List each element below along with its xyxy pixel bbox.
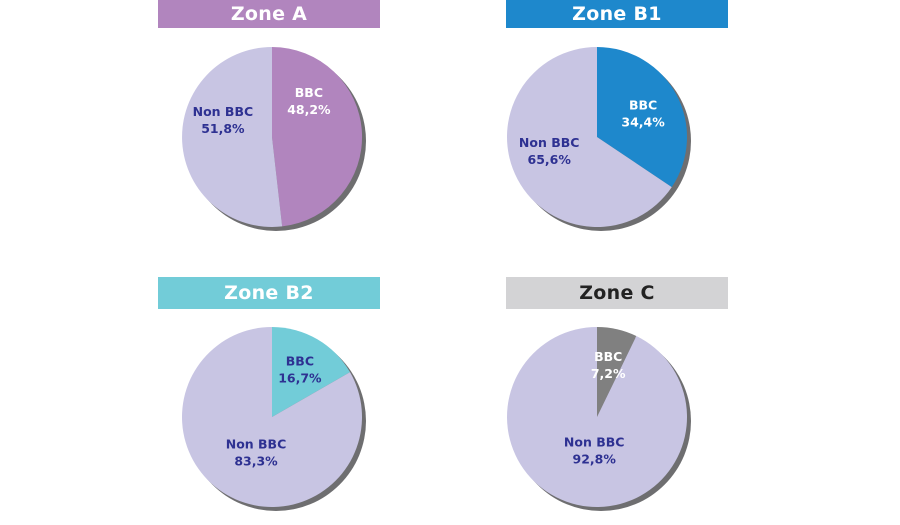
zone-b2-header: Zone B2 (158, 277, 380, 309)
zone-b1-header: Zone B1 (506, 0, 728, 28)
zone-c-label-non-bbc: Non BBC (564, 434, 625, 449)
zone-b1-slice-non-bbc (506, 47, 672, 227)
zone-b2-value-non-bbc: 83,3% (234, 453, 278, 468)
zone-c-pie: BBC 7,2% Non BBC 92,8% (507, 327, 691, 511)
zone-c-label-bbc: BBC (594, 349, 622, 364)
chart-zone-b1: Zone B1 BBC 34,4% Non BBC 65,6% (493, 0, 743, 250)
zone-a-label-non-bbc: Non BBC (193, 104, 254, 119)
chart-zone-b2: Zone B2 BBC 16,7% Non BBC 83,3% (145, 275, 395, 525)
zone-a-label-bbc: BBC (295, 85, 323, 100)
zone-c-slice-bbc (597, 327, 637, 417)
zone-a-slice-non-bbc (182, 47, 283, 227)
zone-c-value-bbc: 7,2% (591, 366, 626, 381)
zone-b2-slice-non-bbc (182, 327, 363, 507)
zone-c-slice-non-bbc (507, 327, 688, 507)
zone-b1-value-bbc: 34,4% (621, 115, 665, 130)
zone-b1-label-bbc: BBC (629, 98, 657, 113)
zone-b2-value-bbc: 16,7% (278, 371, 322, 386)
zone-c-value-non-bbc: 92,8% (573, 451, 617, 466)
zone-b1-slice-bbc (597, 47, 687, 188)
zone-b2-label-non-bbc: Non BBC (226, 436, 287, 451)
zone-b2-pie: BBC 16,7% Non BBC 83,3% (182, 327, 366, 511)
chart-zone-c: Zone C BBC 7,2% Non BBC 92,8% (493, 275, 743, 525)
zone-b2-label-bbc: BBC (286, 354, 314, 369)
chart-zone-a: Zone A BBC 48,2% Non BBC 51,8% (145, 0, 395, 250)
zone-a-value-non-bbc: 51,8% (201, 121, 245, 136)
zone-b1-pie: BBC 34,4% Non BBC 65,6% (506, 47, 691, 231)
zone-a-pie: BBC 48,2% Non BBC 51,8% (182, 46, 366, 231)
zone-a-header: Zone A (158, 0, 380, 28)
zone-a-slice-bbc (272, 46, 363, 227)
zone-c-header: Zone C (506, 277, 728, 309)
zone-b1-label-non-bbc: Non BBC (519, 135, 580, 150)
zone-b1-value-non-bbc: 65,6% (528, 152, 572, 167)
zone-b2-slice-bbc (272, 327, 351, 417)
zone-a-value-bbc: 48,2% (287, 102, 331, 117)
